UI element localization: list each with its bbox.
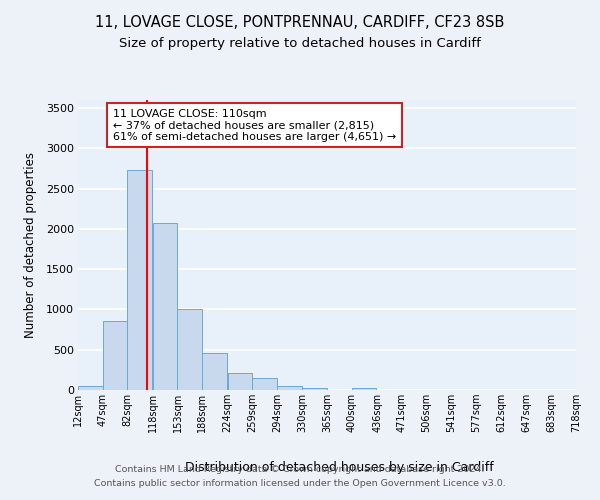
- Text: Distribution of detached houses by size in Cardiff: Distribution of detached houses by size …: [185, 461, 493, 474]
- Bar: [202, 354, 227, 390]
- Bar: [277, 386, 302, 390]
- Bar: [78, 386, 103, 390]
- Bar: [302, 388, 327, 390]
- Text: Contains HM Land Registry data © Crown copyright and database right 2024.
Contai: Contains HM Land Registry data © Crown c…: [94, 466, 506, 487]
- Bar: [103, 321, 127, 390]
- Bar: [227, 374, 252, 390]
- Text: Size of property relative to detached houses in Cardiff: Size of property relative to detached ho…: [119, 38, 481, 51]
- Text: 11 LOVAGE CLOSE: 110sqm
← 37% of detached houses are smaller (2,815)
61% of semi: 11 LOVAGE CLOSE: 110sqm ← 37% of detache…: [113, 108, 396, 142]
- Bar: [252, 378, 277, 390]
- Text: 11, LOVAGE CLOSE, PONTPRENNAU, CARDIFF, CF23 8SB: 11, LOVAGE CLOSE, PONTPRENNAU, CARDIFF, …: [95, 15, 505, 30]
- Bar: [153, 223, 178, 390]
- Y-axis label: Number of detached properties: Number of detached properties: [25, 152, 37, 338]
- Bar: [352, 388, 376, 390]
- Bar: [178, 309, 202, 390]
- Bar: [127, 170, 152, 390]
